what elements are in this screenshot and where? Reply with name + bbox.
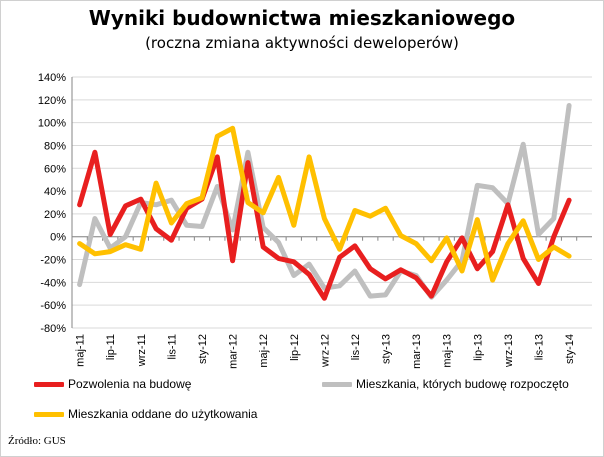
x-tick-label: lis-13 — [533, 334, 545, 360]
x-tick-label: lip-12 — [289, 334, 301, 361]
y-tick-label: 0% — [50, 232, 66, 244]
x-tick-label: mar-12 — [228, 334, 240, 369]
y-tick-label: 140% — [38, 72, 66, 84]
legend-swatch-completed — [34, 411, 64, 417]
x-tick-label: lip-13 — [472, 334, 484, 361]
chart-title: Wyniki budownictwa mieszkaniowego — [88, 6, 516, 30]
legend-item-permits: Pozwolenia na budowę — [34, 377, 191, 391]
y-tick-label: -60% — [40, 300, 66, 312]
y-tick-label: 80% — [44, 140, 66, 152]
y-tick-label: 100% — [38, 118, 66, 130]
x-tick-label: lip-11 — [105, 334, 117, 360]
x-tick-label: lis-12 — [350, 334, 362, 360]
y-tick-label: -80% — [40, 323, 66, 335]
y-tick-label: -40% — [40, 277, 66, 289]
legend-swatch-started — [322, 381, 352, 387]
x-tick-label: sty-12 — [197, 334, 209, 364]
x-tick-label: wrz-12 — [319, 334, 331, 368]
legend-label-started: Mieszkania, których budowę rozpoczęto — [356, 377, 569, 391]
legend-label-completed: Mieszkania oddane do użytkowania — [68, 407, 258, 421]
x-tick-label: wrz-13 — [503, 334, 515, 368]
legend-item-started: Mieszkania, których budowę rozpoczęto — [322, 377, 569, 391]
x-tick-label: lis-11 — [166, 334, 178, 359]
x-tick-label: sty-14 — [564, 334, 576, 364]
chart-subtitle: (roczna zmiana aktywności deweloperów) — [145, 34, 459, 52]
x-tick-label: sty-13 — [381, 334, 393, 364]
y-tick-label: 20% — [44, 209, 66, 221]
y-tick-label: -20% — [40, 255, 66, 267]
legend-item-completed: Mieszkania oddane do użytkowania — [34, 407, 257, 421]
y-tick-label: 60% — [44, 163, 66, 175]
source-note: Źródło: GUS — [8, 435, 66, 447]
x-tick-label: wrz-11 — [136, 334, 148, 367]
x-tick-label: maj-12 — [258, 334, 270, 368]
y-tick-label: 40% — [44, 186, 66, 198]
x-tick-label: maj-13 — [442, 334, 454, 368]
y-tick-label: 120% — [38, 95, 66, 107]
x-tick-label: mar-13 — [411, 334, 423, 369]
x-tick-label: maj-11 — [75, 334, 87, 367]
legend-label-permits: Pozwolenia na budowę — [68, 377, 192, 391]
series-line-2 — [77, 125, 572, 283]
legend-swatch-permits — [34, 381, 64, 387]
